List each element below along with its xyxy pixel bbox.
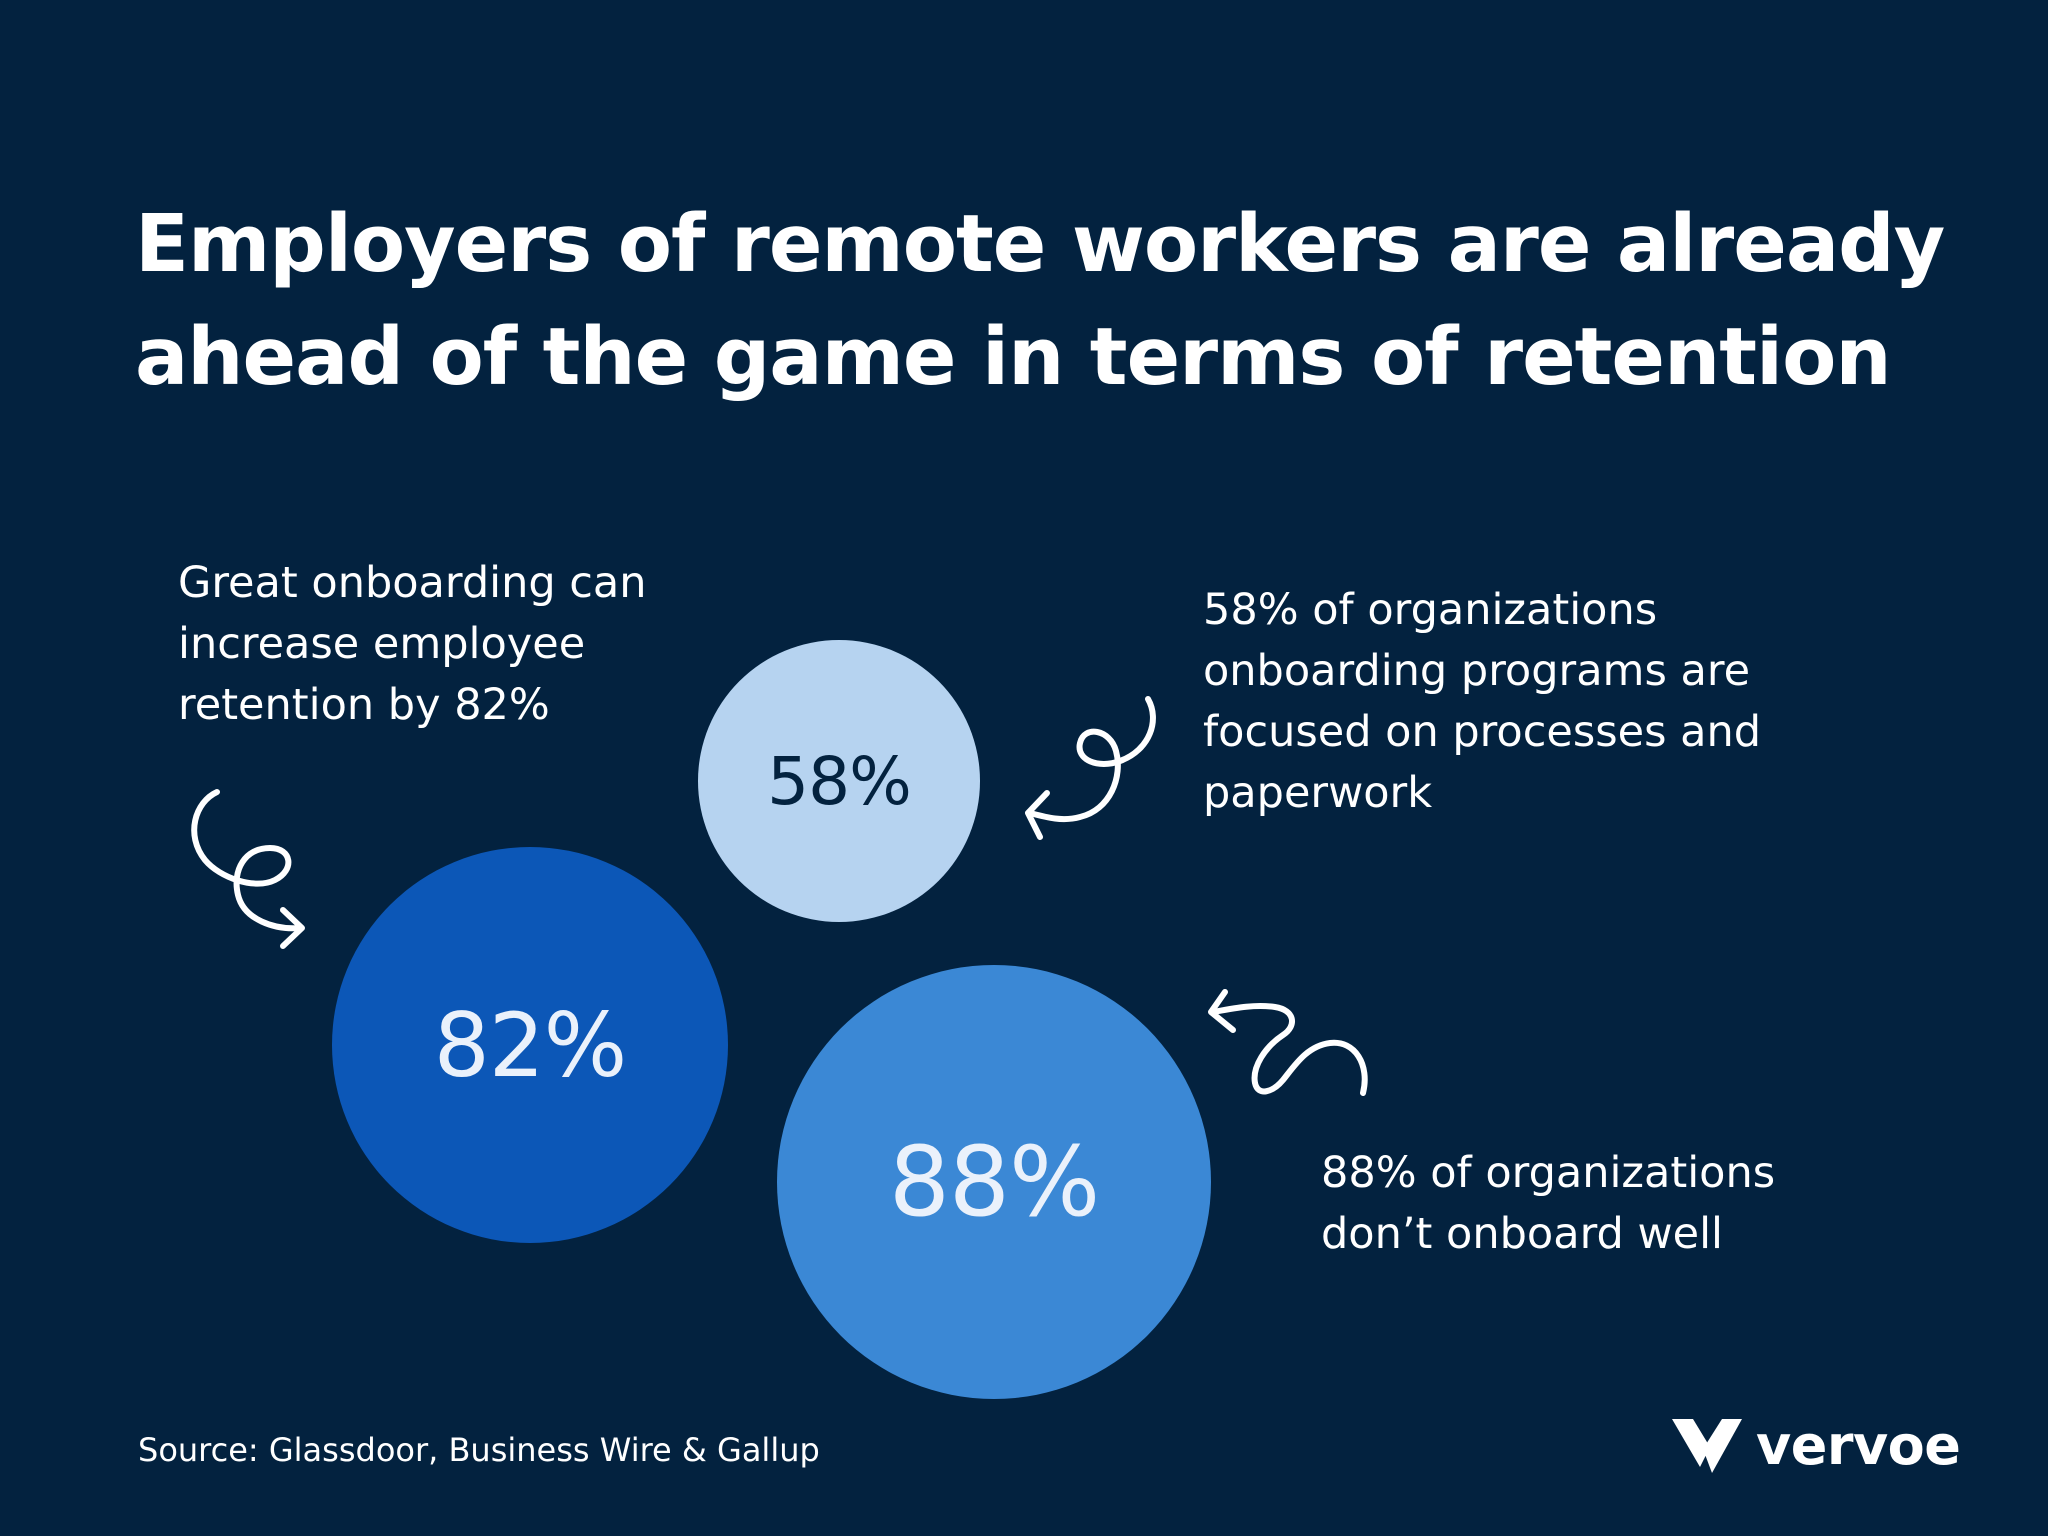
stat-description-58: 58% of organizations onboarding programs…: [1203, 580, 1761, 824]
brand-name: vervoe: [1756, 1414, 1961, 1477]
stat-description-82: Great onboarding can increase employee r…: [178, 553, 647, 736]
stat-description-line: don’t onboard well: [1321, 1209, 1723, 1259]
stat-bubble-88: 88%: [777, 965, 1211, 1399]
stat-description-line: Great onboarding can: [178, 558, 647, 608]
stat-description-line: onboarding programs are: [1203, 646, 1751, 696]
stat-description-line: paperwork: [1203, 768, 1433, 818]
stat-bubble-82: 82%: [332, 847, 728, 1243]
source-citation: Source: Glassdoor, Business Wire & Gallu…: [138, 1431, 820, 1469]
stat-bubble-value: 88%: [888, 1126, 1100, 1238]
curly-arrow-icon: [191, 789, 305, 949]
stat-bubble-58: 58%: [698, 640, 980, 922]
title-line-2: ahead of the game in terms of retention: [135, 311, 1892, 403]
brand-logo: vervoe: [1672, 1414, 1961, 1477]
curly-arrow-icon: [1208, 989, 1368, 1096]
stat-description-line: focused on processes and: [1203, 707, 1762, 757]
curly-arrow-icon: [1025, 696, 1156, 840]
title-line-1: Employers of remote workers are already: [135, 198, 1945, 290]
stat-description-line: retention by 82%: [178, 680, 550, 730]
stat-description-line: 88% of organizations: [1321, 1148, 1776, 1198]
stat-bubble-value: 82%: [433, 993, 628, 1097]
vervoe-v-logo-icon: [1672, 1419, 1742, 1473]
stat-description-line: 58% of organizations: [1203, 585, 1658, 635]
stat-description-88: 88% of organizations don’t onboard well: [1321, 1143, 1775, 1265]
stat-description-line: increase employee: [178, 619, 586, 669]
page-title: Employers of remote workers are already …: [135, 188, 1955, 414]
stat-bubble-value: 58%: [767, 742, 912, 820]
